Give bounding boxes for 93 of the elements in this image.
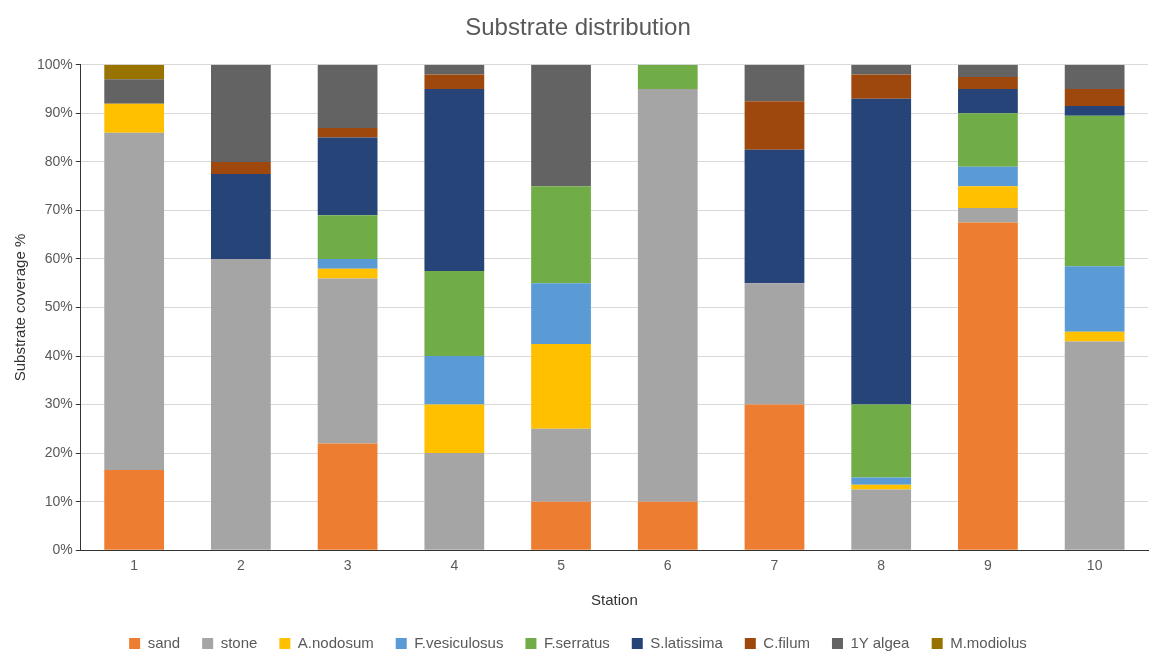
bar [211,258,271,550]
bar [531,428,591,502]
bar [317,278,378,444]
bar [1064,64,1125,90]
bar [317,127,378,138]
bar [637,501,698,550]
bar [531,343,591,429]
y-tick-label: 20% [44,443,73,460]
bar [104,64,165,80]
y-axis-title: Substrate coverage % [11,233,29,382]
bar [424,64,485,75]
x-tick-label: 8 [877,557,886,574]
bar [958,222,1018,550]
bar [744,101,805,150]
bar [851,404,912,478]
bar [958,76,1018,90]
bar [744,64,805,102]
x-tick-label: 2 [236,557,245,574]
bar [1064,331,1125,342]
bar [1064,341,1125,550]
bar [104,470,165,550]
bar [104,103,165,133]
legend-label: M.modiolus [950,633,1027,651]
y-tick-label: 50% [44,298,73,315]
bar [104,79,165,104]
x-tick-label: 9 [984,557,993,574]
legend-label: A.nodosum [297,633,374,651]
bar [317,137,378,216]
x-tick-label: 10 [1086,557,1103,574]
bar [1064,266,1125,332]
bar [958,207,1018,223]
legend-label: C.filum [763,633,810,651]
legend-label: sand [147,633,181,651]
x-tick-label: 1 [130,557,139,574]
bar [104,132,165,471]
y-tick-label: 70% [44,201,73,218]
y-tick-label: 30% [44,395,73,412]
y-tick-label: 0% [52,541,73,558]
legend-label: stone [220,633,258,651]
bar [851,64,912,75]
bar [958,89,1018,114]
legend-label: F.vesiculosus [414,633,504,651]
bar [958,186,1018,208]
bar [744,149,805,284]
bar [744,283,805,405]
bar [424,453,485,550]
y-tick-label: 10% [44,492,73,509]
bar [637,89,698,502]
x-axis-title: Station [591,591,638,609]
bar [211,64,271,162]
bar [317,64,378,128]
y-tick-label: 100% [36,55,73,72]
legend-label: S.latissima [650,633,724,651]
bar [1064,89,1125,107]
bar [1064,106,1125,116]
bar [1064,115,1125,267]
bar [531,283,591,344]
x-tick-label: 5 [557,557,566,574]
bar [851,98,912,405]
bar [958,113,1018,167]
bar [211,161,271,175]
bar [317,258,378,269]
bar [958,166,1018,187]
y-tick-label: 80% [44,152,73,169]
bar [317,443,378,550]
bar [851,484,912,490]
bar [424,404,485,454]
y-tick-label: 40% [44,346,73,363]
bar [531,64,591,187]
x-tick-label: 7 [770,557,779,574]
bar [851,489,912,550]
bar [958,64,1018,77]
y-tick-label: 60% [44,249,73,266]
bar [637,64,698,90]
bar [424,74,485,90]
bar [744,404,805,550]
bar [317,268,378,279]
bar [424,271,485,357]
bar [531,501,591,550]
bar [851,477,912,485]
bar [851,74,912,99]
chart-title: Substrate distribution [465,13,691,41]
legend-label: F.serratus [543,633,610,651]
bar [317,215,378,259]
x-tick-label: 6 [663,557,672,574]
bar [424,356,485,405]
bar [211,174,271,259]
legend-label: 1Y algea [850,633,911,651]
bar [531,186,591,284]
x-tick-label: 3 [343,557,352,574]
x-tick-label: 4 [450,557,459,574]
bar [424,89,485,272]
y-tick-label: 90% [44,104,73,121]
